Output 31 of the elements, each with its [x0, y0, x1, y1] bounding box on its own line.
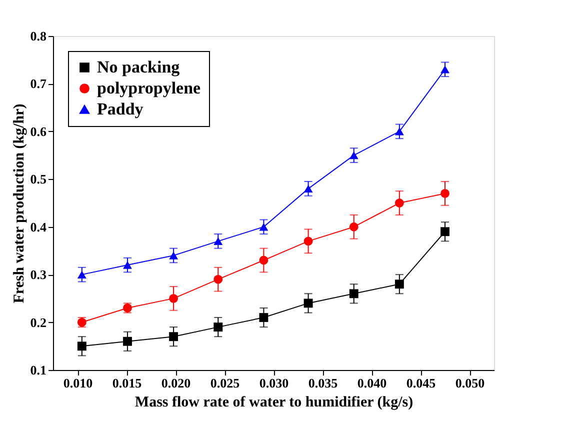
point: [440, 227, 450, 236]
x-tick-label: 0.040: [357, 376, 387, 390]
x-tick-label: 0.050: [455, 376, 485, 390]
point: [77, 342, 86, 351]
x-tick-label: 0.025: [210, 376, 240, 390]
y-axis-title: Fresh water production (kg/hr): [11, 104, 28, 304]
point: [214, 322, 223, 332]
y-tick-label: 0.3: [30, 267, 47, 282]
x-tick-label: 0.020: [161, 376, 191, 390]
x-tick-label: 0.010: [63, 376, 93, 390]
y-tick-label: 0.6: [30, 124, 47, 139]
y-tick-label: 0.7: [30, 76, 47, 92]
point: [304, 298, 313, 308]
y-tick-label: 0.5: [30, 172, 47, 187]
y-tick-label: 0.4: [30, 219, 47, 234]
legend-label: No packing: [97, 58, 180, 76]
legend-label: polypropylene: [97, 78, 202, 98]
y-tick-label: 0.1: [30, 362, 46, 378]
x-axis-title: Mass flow rate of water to humidifier (kg/s): [134, 394, 414, 410]
x-tick-label: 0.030: [259, 376, 289, 390]
x-tick-label: 0.015: [112, 376, 142, 390]
point: [349, 289, 358, 298]
x-tick-label: 0.045: [406, 376, 436, 390]
point: [169, 332, 178, 342]
point: [394, 280, 404, 289]
y-tick-label: 0.8: [30, 28, 47, 44]
point: [259, 313, 268, 322]
x-tick-label: 0.035: [308, 376, 338, 390]
legend-label: Paddy: [97, 100, 144, 118]
y-tick-label: 0.2: [30, 314, 46, 330]
point: [123, 336, 132, 346]
